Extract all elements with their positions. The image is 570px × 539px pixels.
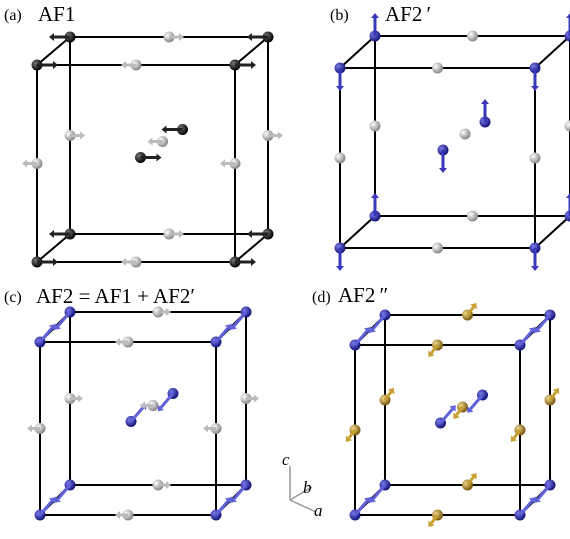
spin-arrow (373, 485, 385, 499)
arrow-head (247, 33, 252, 41)
arrow-head (49, 33, 54, 41)
spin-arrow (538, 485, 550, 499)
figure: (a) AF1 (b) AF2 ′ (c) AF2 = AF1 + AF2′ (… (0, 0, 570, 539)
cell-edge (235, 234, 268, 262)
panel-title: AF2 ″ (338, 283, 388, 307)
axis-label: c (282, 450, 290, 469)
arrow-head (254, 395, 259, 403)
arrow-head (157, 154, 162, 162)
atom (460, 129, 471, 140)
arrow-head (27, 425, 32, 433)
arrow-head (531, 86, 539, 91)
axis-label: b (303, 478, 312, 497)
panel-title: AF2 = AF1 + AF2′ (36, 284, 195, 308)
spin-arrow (520, 501, 532, 515)
spin-arrow (58, 485, 70, 499)
arrow-head (336, 86, 344, 91)
spin-arrow (58, 312, 70, 326)
arrow-head (531, 266, 539, 271)
arrow-head (115, 511, 120, 519)
arrow-head (115, 338, 120, 346)
cell-edge (535, 216, 570, 248)
spin-arrow (538, 315, 550, 329)
arrow-head (166, 481, 171, 489)
spin-arrow (216, 501, 228, 515)
cell-edge (235, 37, 268, 65)
arrow-head (121, 258, 126, 266)
atom (467, 31, 478, 42)
arrow-head (179, 230, 184, 238)
cell-edge (340, 36, 375, 68)
spin-arrow (520, 331, 532, 345)
spin-arrow (234, 485, 246, 499)
spin-arrow (161, 394, 173, 408)
cube (27, 307, 259, 521)
cell-edge (37, 37, 70, 65)
spin-arrow (373, 315, 385, 329)
arrow-head (22, 160, 27, 168)
cell-edge (535, 36, 570, 68)
panel-tag: (a) (4, 7, 22, 24)
arrow-head (247, 230, 252, 238)
spin-arrow (471, 395, 483, 409)
arrow-head (371, 13, 379, 18)
atom (467, 211, 478, 222)
arrow-head (78, 395, 83, 403)
panel-tag: (b) (330, 7, 349, 24)
arrow-head (166, 308, 171, 316)
arrow-head (566, 13, 570, 18)
arrow-head (203, 425, 208, 433)
spin-arrow (234, 312, 246, 326)
arrow-head (49, 230, 54, 238)
spin-arrow (40, 328, 52, 342)
arrow-head (53, 61, 58, 69)
cell-edge (37, 234, 70, 262)
cube (335, 13, 570, 271)
arrow-head (336, 266, 344, 271)
arrow-head (162, 126, 167, 134)
axis-arrow (290, 500, 316, 512)
atom (530, 153, 541, 164)
arrow-head (53, 258, 58, 266)
panel-title: AF1 (38, 2, 75, 26)
atom (370, 121, 381, 132)
spin-arrow (40, 501, 52, 515)
spin-arrow (355, 331, 367, 345)
axis-label: a (314, 501, 323, 520)
cell-edge (340, 216, 375, 248)
arrow-head (278, 132, 283, 140)
arrow-head (481, 99, 489, 104)
cube (22, 32, 283, 268)
panel-tag: (d) (312, 289, 331, 306)
arrow-head (251, 258, 256, 266)
arrow-head (439, 168, 447, 173)
panel-tag: (c) (4, 289, 22, 306)
atom (565, 121, 570, 132)
spin-arrow (355, 501, 367, 515)
panel-title: AF2 ′ (385, 2, 431, 26)
axis-triad: c b a (282, 450, 323, 520)
atom (432, 243, 443, 254)
spin-arrow (131, 408, 143, 422)
arrow-head (251, 61, 256, 69)
arrow-head (148, 138, 153, 146)
arrow-head (179, 33, 184, 41)
atom (335, 153, 346, 164)
spin-arrow (216, 328, 228, 342)
arrow-head (80, 132, 85, 140)
arrow-head (566, 193, 570, 198)
atom (432, 63, 443, 74)
arrow-head (371, 193, 379, 198)
arrow-head (220, 160, 225, 168)
arrow-head (121, 61, 126, 69)
spin-arrow (441, 409, 453, 423)
cube (346, 303, 559, 527)
